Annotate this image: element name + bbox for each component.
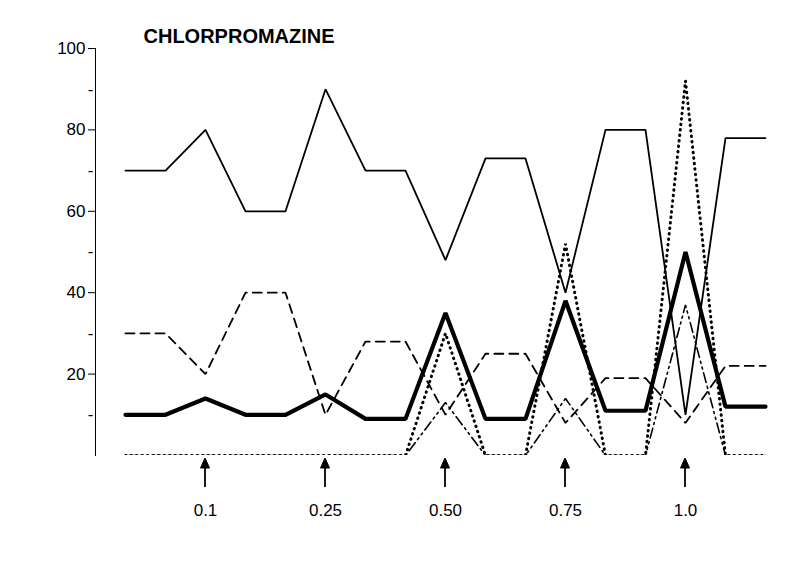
svg-text:80: 80 — [67, 120, 86, 139]
svg-text:100: 100 — [57, 39, 85, 58]
svg-text:CHLORPROMAZINE: CHLORPROMAZINE — [144, 25, 335, 47]
svg-text:-: - — [88, 242, 94, 261]
svg-text:0.50: 0.50 — [429, 501, 462, 520]
svg-text:20: 20 — [67, 365, 86, 384]
svg-text:0.25: 0.25 — [309, 501, 342, 520]
svg-text:1.0: 1.0 — [674, 501, 698, 520]
svg-text:-: - — [88, 80, 94, 99]
svg-text:40: 40 — [67, 283, 86, 302]
svg-text:-: - — [88, 324, 94, 343]
svg-text:0.75: 0.75 — [549, 501, 582, 520]
svg-text:-: - — [88, 405, 94, 424]
svg-text:0.1: 0.1 — [194, 501, 218, 520]
svg-text:-: - — [88, 161, 94, 180]
svg-text:60: 60 — [67, 202, 86, 221]
